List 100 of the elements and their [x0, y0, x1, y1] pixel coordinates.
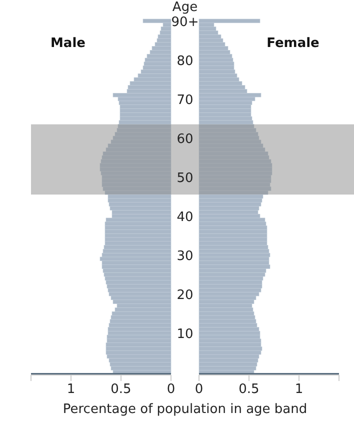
- bar: [110, 366, 172, 370]
- bar: [102, 174, 172, 180]
- x-tick-label: 0.5: [110, 382, 132, 397]
- bar: [108, 194, 172, 199]
- bar: [198, 233, 268, 238]
- y-tick-label: 60: [176, 132, 194, 147]
- bar: [198, 252, 270, 258]
- bar: [110, 362, 172, 366]
- bar: [108, 330, 172, 336]
- bar: [146, 54, 172, 58]
- bar: [198, 132, 258, 136]
- bar: [104, 190, 172, 195]
- bar: [112, 210, 172, 214]
- bar: [198, 288, 262, 292]
- bar: [198, 85, 246, 90]
- bar: [198, 346, 262, 351]
- bar: [198, 151, 268, 156]
- bar: [110, 206, 172, 210]
- bar: [106, 148, 172, 152]
- bar: [198, 18, 260, 24]
- bar: [198, 362, 258, 366]
- y-tick-label: 40: [176, 210, 194, 226]
- bar: [160, 30, 172, 35]
- bar: [198, 116, 252, 121]
- bar: [198, 311, 254, 316]
- bar: [198, 182, 270, 187]
- bar: [140, 70, 172, 74]
- bar: [100, 170, 172, 176]
- bar: [198, 54, 232, 58]
- bar: [102, 182, 172, 187]
- bar: [198, 190, 268, 195]
- bar: [116, 128, 172, 132]
- bar: [198, 366, 256, 370]
- bar: [104, 233, 172, 238]
- bar: [198, 186, 272, 191]
- bar: [130, 81, 172, 86]
- bar: [198, 70, 236, 74]
- bar: [116, 304, 172, 308]
- bar: [106, 346, 172, 351]
- bar: [198, 222, 266, 226]
- bar: [198, 34, 222, 39]
- bar: [100, 167, 172, 172]
- bar: [106, 338, 172, 343]
- bar: [198, 66, 234, 70]
- bar: [198, 327, 260, 332]
- bar: [154, 42, 172, 46]
- bar: [158, 34, 172, 39]
- bar: [198, 112, 252, 117]
- bar: [108, 358, 172, 362]
- bar: [104, 230, 172, 234]
- bar: [198, 92, 262, 98]
- bar: [198, 230, 268, 234]
- bar: [138, 73, 172, 78]
- y-tick-label: 90+: [171, 14, 199, 30]
- bar: [104, 272, 172, 277]
- bar: [112, 300, 172, 304]
- bar: [198, 62, 234, 66]
- bar: [198, 241, 268, 246]
- bar: [102, 155, 172, 160]
- bar: [152, 46, 172, 50]
- bar: [198, 42, 226, 46]
- x-axis-title: Percentage of population in age band: [62, 402, 308, 417]
- bar: [198, 167, 272, 172]
- bar: [102, 264, 172, 269]
- bar: [106, 284, 172, 288]
- bar: [160, 26, 172, 31]
- bar: [112, 92, 172, 98]
- bar: [198, 46, 228, 50]
- text: Female: [266, 36, 320, 51]
- bar: [198, 26, 216, 31]
- bar: [198, 206, 260, 210]
- bar: [198, 148, 266, 152]
- bar: [198, 100, 252, 105]
- y-tick-label: 70: [176, 92, 194, 108]
- bar: [198, 350, 262, 355]
- bar: [142, 18, 172, 24]
- bar: [198, 202, 262, 206]
- bar: [100, 163, 172, 168]
- y-tick-label: 50: [176, 170, 194, 186]
- bar: [150, 50, 172, 54]
- bar: [198, 174, 272, 180]
- bar: [120, 116, 172, 121]
- bar: [198, 264, 270, 269]
- bar: [198, 144, 264, 148]
- bar: [118, 124, 172, 128]
- bar: [104, 241, 172, 246]
- bar: [102, 249, 172, 254]
- bar: [198, 50, 230, 54]
- y-axis-title: Age: [172, 0, 198, 15]
- y-tick-label: 10: [176, 327, 194, 342]
- x-tick-label: 1: [66, 382, 76, 397]
- bar: [198, 136, 260, 140]
- bar: [198, 155, 270, 160]
- bar: [108, 292, 172, 296]
- bar: [102, 186, 172, 191]
- bar: [110, 319, 172, 324]
- bar: [198, 319, 256, 324]
- bar: [198, 330, 260, 336]
- bar: [198, 73, 238, 78]
- bar: [114, 132, 172, 136]
